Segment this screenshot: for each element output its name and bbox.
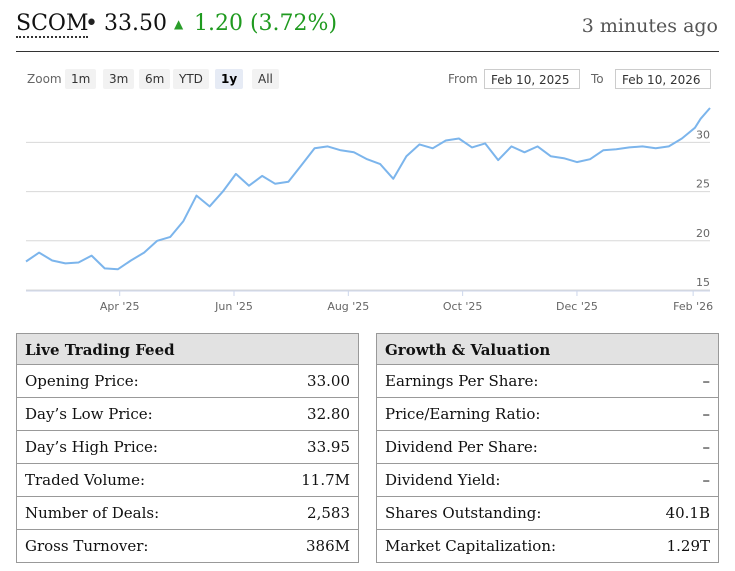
stat-value: 32.80 (307, 405, 350, 423)
stat-value: – (702, 471, 711, 489)
stat-label: Earnings Per Share: (385, 372, 539, 390)
stat-row: Day’s High Price: 33.95 (16, 431, 359, 464)
zoom-1m-button[interactable]: 1m (65, 69, 97, 89)
stat-row: Shares Outstanding: 40.1B (376, 497, 719, 530)
x-tick-label: Apr '25 (100, 300, 140, 313)
stat-label: Gross Turnover: (25, 537, 149, 555)
stat-value: 33.00 (307, 372, 350, 390)
y-tick-label: 30 (696, 128, 710, 141)
stat-value: 2,583 (307, 504, 350, 522)
y-tick-label: 25 (696, 178, 710, 191)
x-tick-label: Jun '25 (214, 300, 253, 313)
live-trading-feed-panel: Live Trading Feed Opening Price: 33.00 Da… (16, 333, 359, 563)
stat-value: 33.95 (307, 438, 350, 456)
zoom-3m-button[interactable]: 3m (103, 69, 135, 89)
x-tick-label: Feb '26 (673, 300, 713, 313)
stat-label: Price/Earning Ratio: (385, 405, 541, 423)
price-change: 1.20 (3.72%) (194, 11, 338, 36)
zoom-ytd-button[interactable]: YTD (173, 69, 209, 89)
stat-label: Opening Price: (25, 372, 139, 390)
stat-label: Day’s Low Price: (25, 405, 153, 423)
stat-row: Day’s Low Price: 32.80 (16, 398, 359, 431)
stat-row: Dividend Yield: – (376, 464, 719, 497)
stat-label: Number of Deals: (25, 504, 160, 522)
zoom-label: Zoom (27, 72, 62, 86)
from-label: From (448, 72, 478, 86)
x-tick-label: Aug '25 (327, 300, 369, 313)
stat-value: 386M (306, 537, 350, 555)
panel-title: Growth & Valuation (376, 333, 719, 365)
stat-label: Market Capitalization: (385, 537, 557, 555)
price-series-line[interactable] (25, 107, 711, 271)
stat-row: Traded Volume: 11.7M (16, 464, 359, 497)
y-tick-label: 15 (696, 276, 710, 289)
stat-value: 11.7M (301, 471, 350, 489)
chart-plot-area: 15 20 25 30 Apr '25 Jun '25 Aug '25 Oct '25 Dec … (25, 107, 713, 313)
from-date-input[interactable]: Feb 10, 2025 (484, 69, 580, 89)
panel-title: Live Trading Feed (16, 333, 359, 365)
x-tick-label: Oct '25 (443, 300, 483, 313)
zoom-all-button[interactable]: All (252, 69, 279, 89)
stat-label: Day’s High Price: (25, 438, 158, 456)
stat-row: Market Capitalization: 1.29T (376, 530, 719, 563)
stat-label: Dividend Per Share: (385, 438, 538, 456)
stat-row: Number of Deals: 2,583 (16, 497, 359, 530)
stat-value: – (702, 405, 711, 423)
stat-label: Shares Outstanding: (385, 504, 542, 522)
stat-label: Dividend Yield: (385, 471, 501, 489)
stat-row: Opening Price: 33.00 (16, 365, 359, 398)
x-tick-label: Dec '25 (556, 300, 598, 313)
stat-label: Traded Volume: (25, 471, 146, 489)
stat-value: – (702, 438, 711, 456)
stat-value: 40.1B (665, 504, 710, 522)
stat-value: – (702, 372, 711, 390)
to-date-input[interactable]: Feb 10, 2026 (615, 69, 711, 89)
growth-valuation-panel: Growth & Valuation Earnings Per Share: – … (376, 333, 719, 563)
stat-row: Gross Turnover: 386M (16, 530, 359, 563)
to-label: To (591, 72, 604, 86)
quote-header: SCOM • 33.50 ▲ 1.20 (3.72%) 3 minutes ag… (16, 8, 718, 50)
price-chart: Zoom 1m 3m 6m YTD 1y All From Feb 10, 20… (18, 58, 718, 318)
stat-row: Price/Earning Ratio: – (376, 398, 719, 431)
stat-row: Dividend Per Share: – (376, 431, 719, 464)
zoom-6m-button[interactable]: 6m (139, 69, 171, 89)
separator-dot: • (85, 11, 98, 36)
up-arrow-icon: ▲ (174, 17, 184, 31)
zoom-1y-button[interactable]: 1y (215, 69, 244, 89)
last-price: 33.50 (104, 11, 167, 36)
ticker-symbol[interactable]: SCOM (16, 11, 89, 38)
last-updated: 3 minutes ago (581, 15, 718, 37)
stat-row: Earnings Per Share: – (376, 365, 719, 398)
y-tick-label: 20 (696, 227, 710, 240)
stat-value: 1.29T (666, 537, 710, 555)
header-divider (16, 51, 719, 52)
